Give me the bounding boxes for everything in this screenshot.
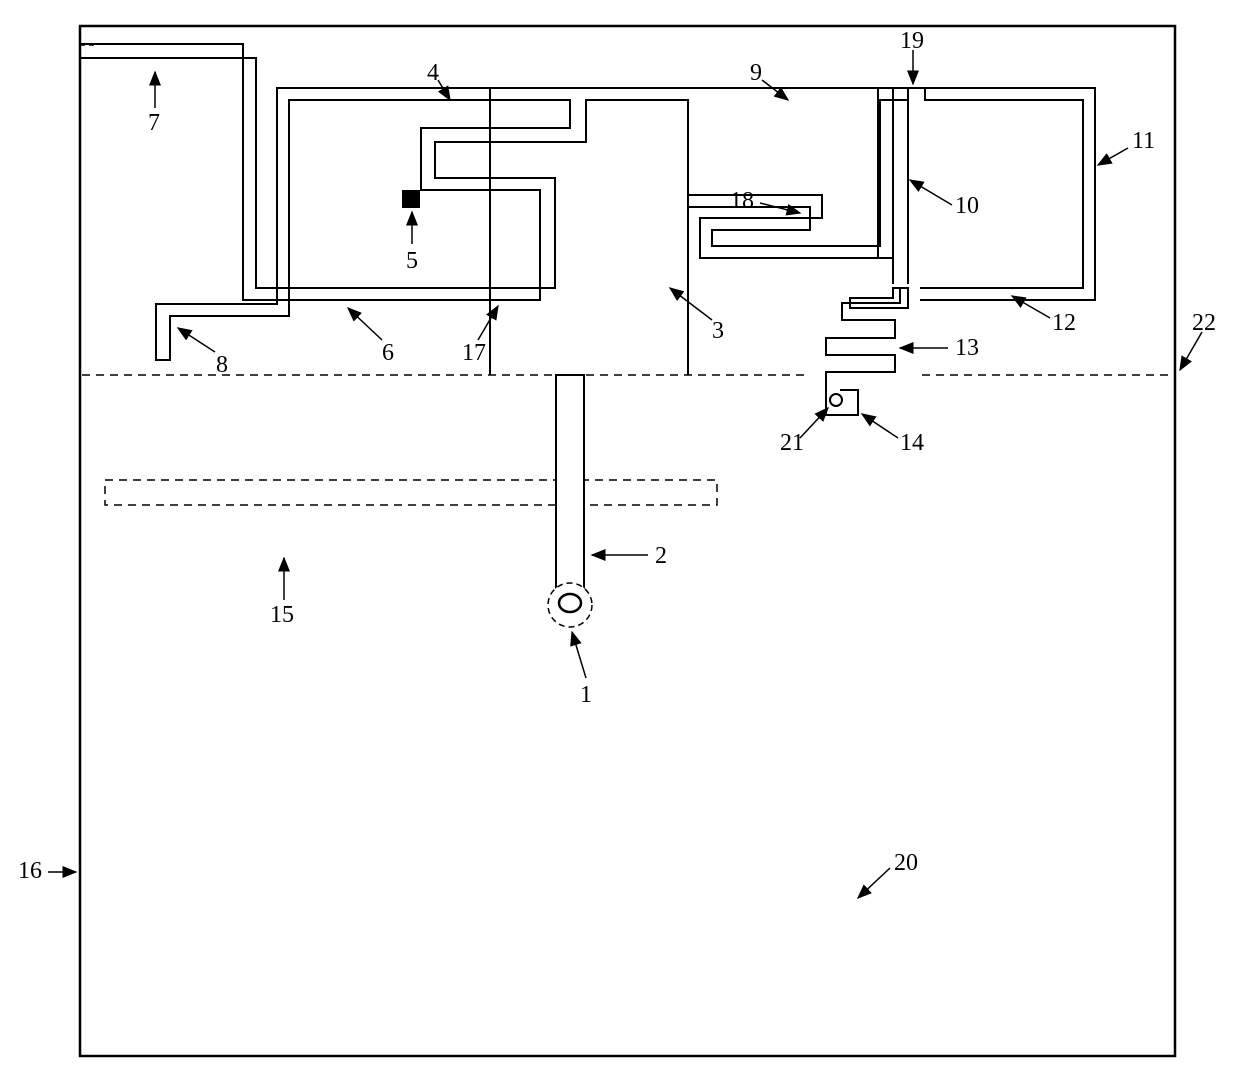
label-1: 1 (580, 682, 592, 709)
loop-11-outer (893, 88, 1095, 298)
via-21 (830, 394, 842, 406)
feed-inner-circle (559, 594, 581, 612)
label-4: 4 (427, 60, 439, 87)
label-7: 7 (148, 110, 160, 137)
hook-10-b (688, 100, 880, 246)
label-16: 16 (18, 858, 42, 885)
hook-10 (688, 195, 893, 258)
label-13: 13 (955, 335, 979, 362)
center-block (490, 88, 688, 375)
diagram-canvas (0, 0, 1240, 1074)
slot-rect (105, 480, 717, 505)
label-9: 9 (750, 60, 762, 87)
label-18: 18 (730, 188, 754, 215)
label-15: 15 (270, 602, 294, 629)
trace-left-7-outer (80, 44, 878, 360)
label-19: 19 (900, 28, 924, 55)
label-12: 12 (1052, 310, 1076, 337)
black-square-5 (402, 190, 420, 208)
label-3: 3 (712, 318, 724, 345)
label-6: 6 (382, 340, 394, 367)
label-22: 22 (1192, 310, 1216, 337)
label-17: 17 (462, 340, 486, 367)
feed-strip (556, 375, 584, 603)
label-10: 10 (955, 193, 979, 220)
label-8: 8 (216, 352, 228, 379)
label-2: 2 (655, 543, 667, 570)
label-11: 11 (1132, 128, 1155, 155)
label-5: 5 (406, 248, 418, 275)
label-21: 21 (780, 430, 804, 457)
schematic-svg (0, 0, 1240, 1074)
label-20: 20 (894, 850, 918, 877)
label-14: 14 (900, 430, 924, 457)
